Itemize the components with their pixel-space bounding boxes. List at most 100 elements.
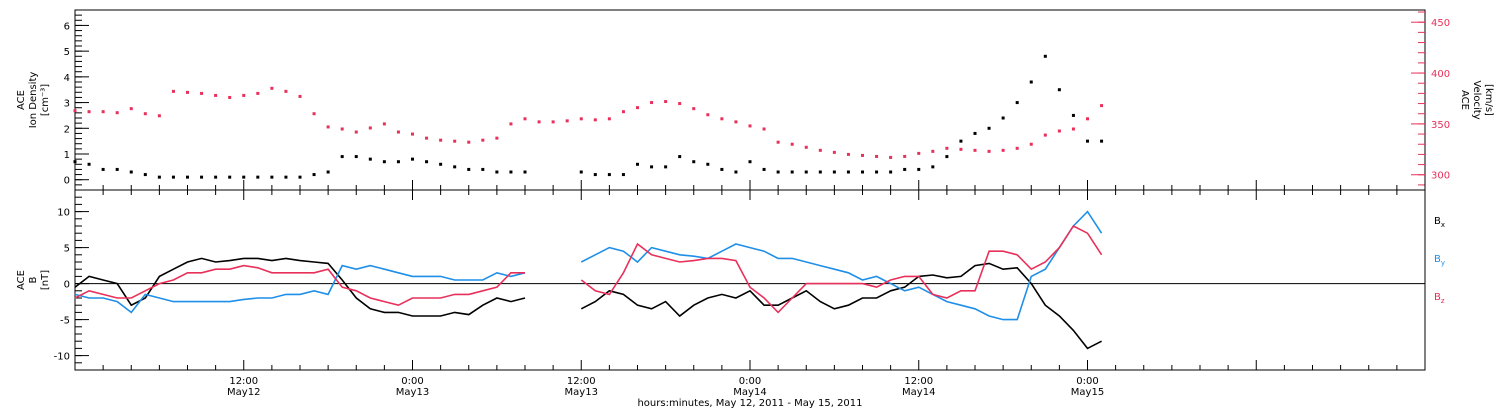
- x-tick-label-time: 0:00: [401, 376, 423, 387]
- top-right-tick-label: 450: [1431, 18, 1450, 29]
- velocity-point: [101, 110, 105, 114]
- velocity-point: [467, 140, 471, 144]
- density-point: [607, 173, 611, 177]
- density-point: [481, 167, 485, 171]
- density-point: [382, 160, 386, 164]
- density-point: [593, 173, 597, 177]
- density-point: [875, 170, 879, 174]
- bottom-left-tick-label: -10: [54, 352, 70, 363]
- top-left-tick-label: 4: [64, 73, 70, 84]
- density-point: [748, 160, 752, 164]
- density-point: [87, 162, 91, 166]
- density-point: [523, 170, 527, 174]
- velocity-point: [87, 110, 91, 114]
- velocity-point: [607, 117, 611, 121]
- density-point: [171, 175, 175, 179]
- density-point: [242, 175, 246, 179]
- velocity-point: [495, 136, 499, 140]
- bottom-left-tick-label: 10: [57, 208, 70, 219]
- velocity-point: [706, 113, 710, 117]
- density-point: [1043, 54, 1047, 58]
- velocity-point: [509, 122, 513, 126]
- density-point: [832, 170, 836, 174]
- velocity-point: [326, 125, 330, 129]
- density-point: [917, 167, 921, 171]
- velocity-point: [298, 94, 302, 98]
- velocity-point: [340, 127, 344, 131]
- top-left-axis-label-line1: ACE: [16, 90, 27, 110]
- velocity-point: [720, 117, 724, 121]
- velocity-point: [242, 93, 246, 97]
- x-axis: 12:00May120:00May1312:00May130:00May1412…: [74, 180, 1426, 398]
- density-point: [467, 167, 471, 171]
- density-point: [1086, 139, 1089, 143]
- density-point: [1029, 80, 1033, 84]
- density-point: [115, 167, 119, 171]
- top-right-tick-label: 400: [1431, 69, 1450, 80]
- velocity-point: [1043, 133, 1047, 137]
- velocity-point: [734, 120, 738, 124]
- density-point: [664, 165, 668, 169]
- x-axis-title: hours:minutes, May 12, 2011 - May 15, 20…: [637, 398, 862, 409]
- density-point: [73, 160, 77, 164]
- density-point: [101, 167, 105, 171]
- density-point: [143, 173, 147, 177]
- velocity-point: [368, 126, 372, 130]
- velocity-point: [945, 146, 949, 150]
- x-tick-label-day: May13: [396, 387, 429, 398]
- velocity-point: [1071, 127, 1075, 131]
- bz-line: [580, 224, 1103, 314]
- bottom-left-tick-label: 0: [64, 280, 70, 291]
- velocity-point: [284, 89, 288, 93]
- bottom-left-tick-label: -5: [60, 316, 70, 327]
- bottom-left-axis-unit: [nT]: [40, 270, 51, 290]
- top-panel-data: [73, 54, 1104, 179]
- density-point: [959, 139, 963, 143]
- density-point: [706, 162, 710, 166]
- density-point: [579, 170, 583, 174]
- velocity-point: [959, 147, 963, 151]
- velocity-point: [875, 154, 879, 158]
- bottom-left-axis-label-line1: ACE: [16, 270, 27, 290]
- velocity-point: [650, 101, 654, 105]
- velocity-point: [256, 91, 260, 95]
- velocity-point: [804, 145, 808, 149]
- velocity-point: [776, 140, 780, 144]
- top-right-tick-label: 350: [1431, 120, 1450, 131]
- legend-by: By: [1434, 254, 1445, 267]
- density-point: [284, 175, 288, 179]
- density-point: [1015, 101, 1019, 105]
- density-point: [186, 175, 189, 179]
- density-point: [228, 175, 232, 179]
- velocity-point: [579, 117, 583, 121]
- velocity-point: [200, 91, 204, 95]
- top-right-axis-label-line1: ACE: [1459, 90, 1470, 110]
- density-point: [861, 170, 864, 174]
- density-point: [129, 170, 133, 174]
- density-point: [678, 155, 682, 159]
- density-point: [1001, 116, 1005, 120]
- x-tick-label-day: May15: [1071, 387, 1104, 398]
- velocity-point: [312, 112, 316, 116]
- x-tick-label-time: 12:00: [904, 376, 933, 387]
- density-point: [214, 175, 218, 179]
- velocity-point: [186, 90, 189, 94]
- density-point: [312, 173, 316, 177]
- x-tick-label-time: 0:00: [1076, 376, 1098, 387]
- density-point: [354, 155, 358, 159]
- density-point: [453, 165, 457, 169]
- velocity-point: [396, 130, 400, 134]
- density-point: [804, 170, 808, 174]
- bottom-panel-ticks: -10 -5 0 5 10: [54, 189, 89, 371]
- density-point: [720, 167, 724, 171]
- top-left-tick-label: 3: [64, 99, 70, 110]
- density-point: [495, 170, 499, 174]
- bottom-left-axis-label-line2: B: [28, 276, 39, 283]
- x-tick-label-time: 0:00: [739, 376, 761, 387]
- velocity-point: [551, 120, 555, 124]
- velocity-point: [129, 107, 133, 111]
- bx-line: [580, 262, 1102, 350]
- top-right-axis-label-line2: Velocity: [1471, 80, 1482, 119]
